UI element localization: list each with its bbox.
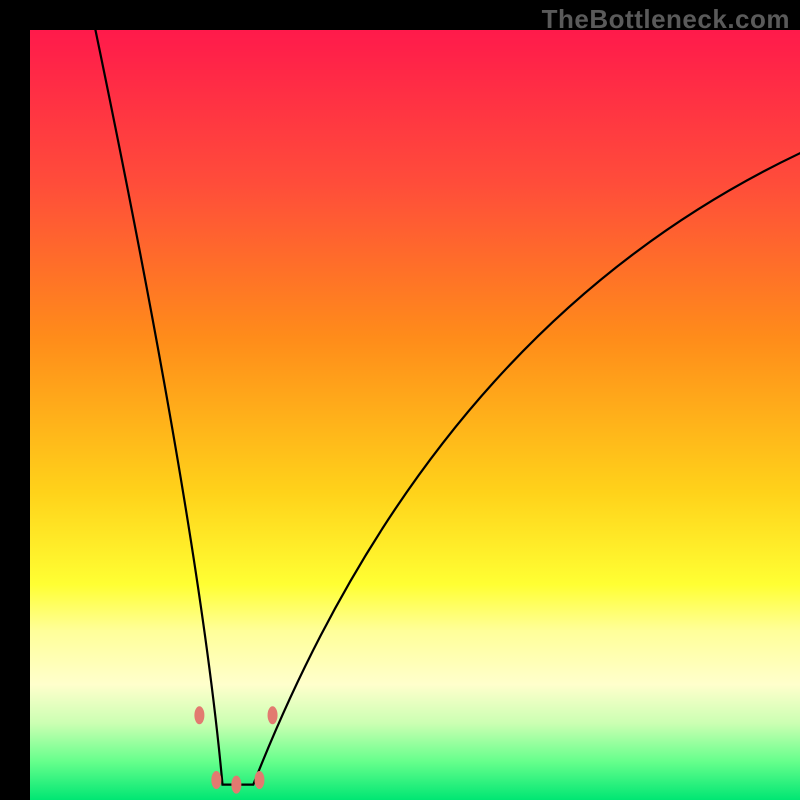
curve-marker xyxy=(231,776,241,794)
curve-marker xyxy=(254,771,264,789)
bottleneck-chart xyxy=(30,30,800,800)
figure-root: TheBottleneck.com xyxy=(0,0,800,800)
curve-marker xyxy=(268,706,278,724)
gradient-background xyxy=(30,30,800,800)
watermark-text: TheBottleneck.com xyxy=(542,4,790,35)
curve-marker xyxy=(194,706,204,724)
curve-marker xyxy=(211,771,221,789)
plot-area xyxy=(30,30,800,800)
